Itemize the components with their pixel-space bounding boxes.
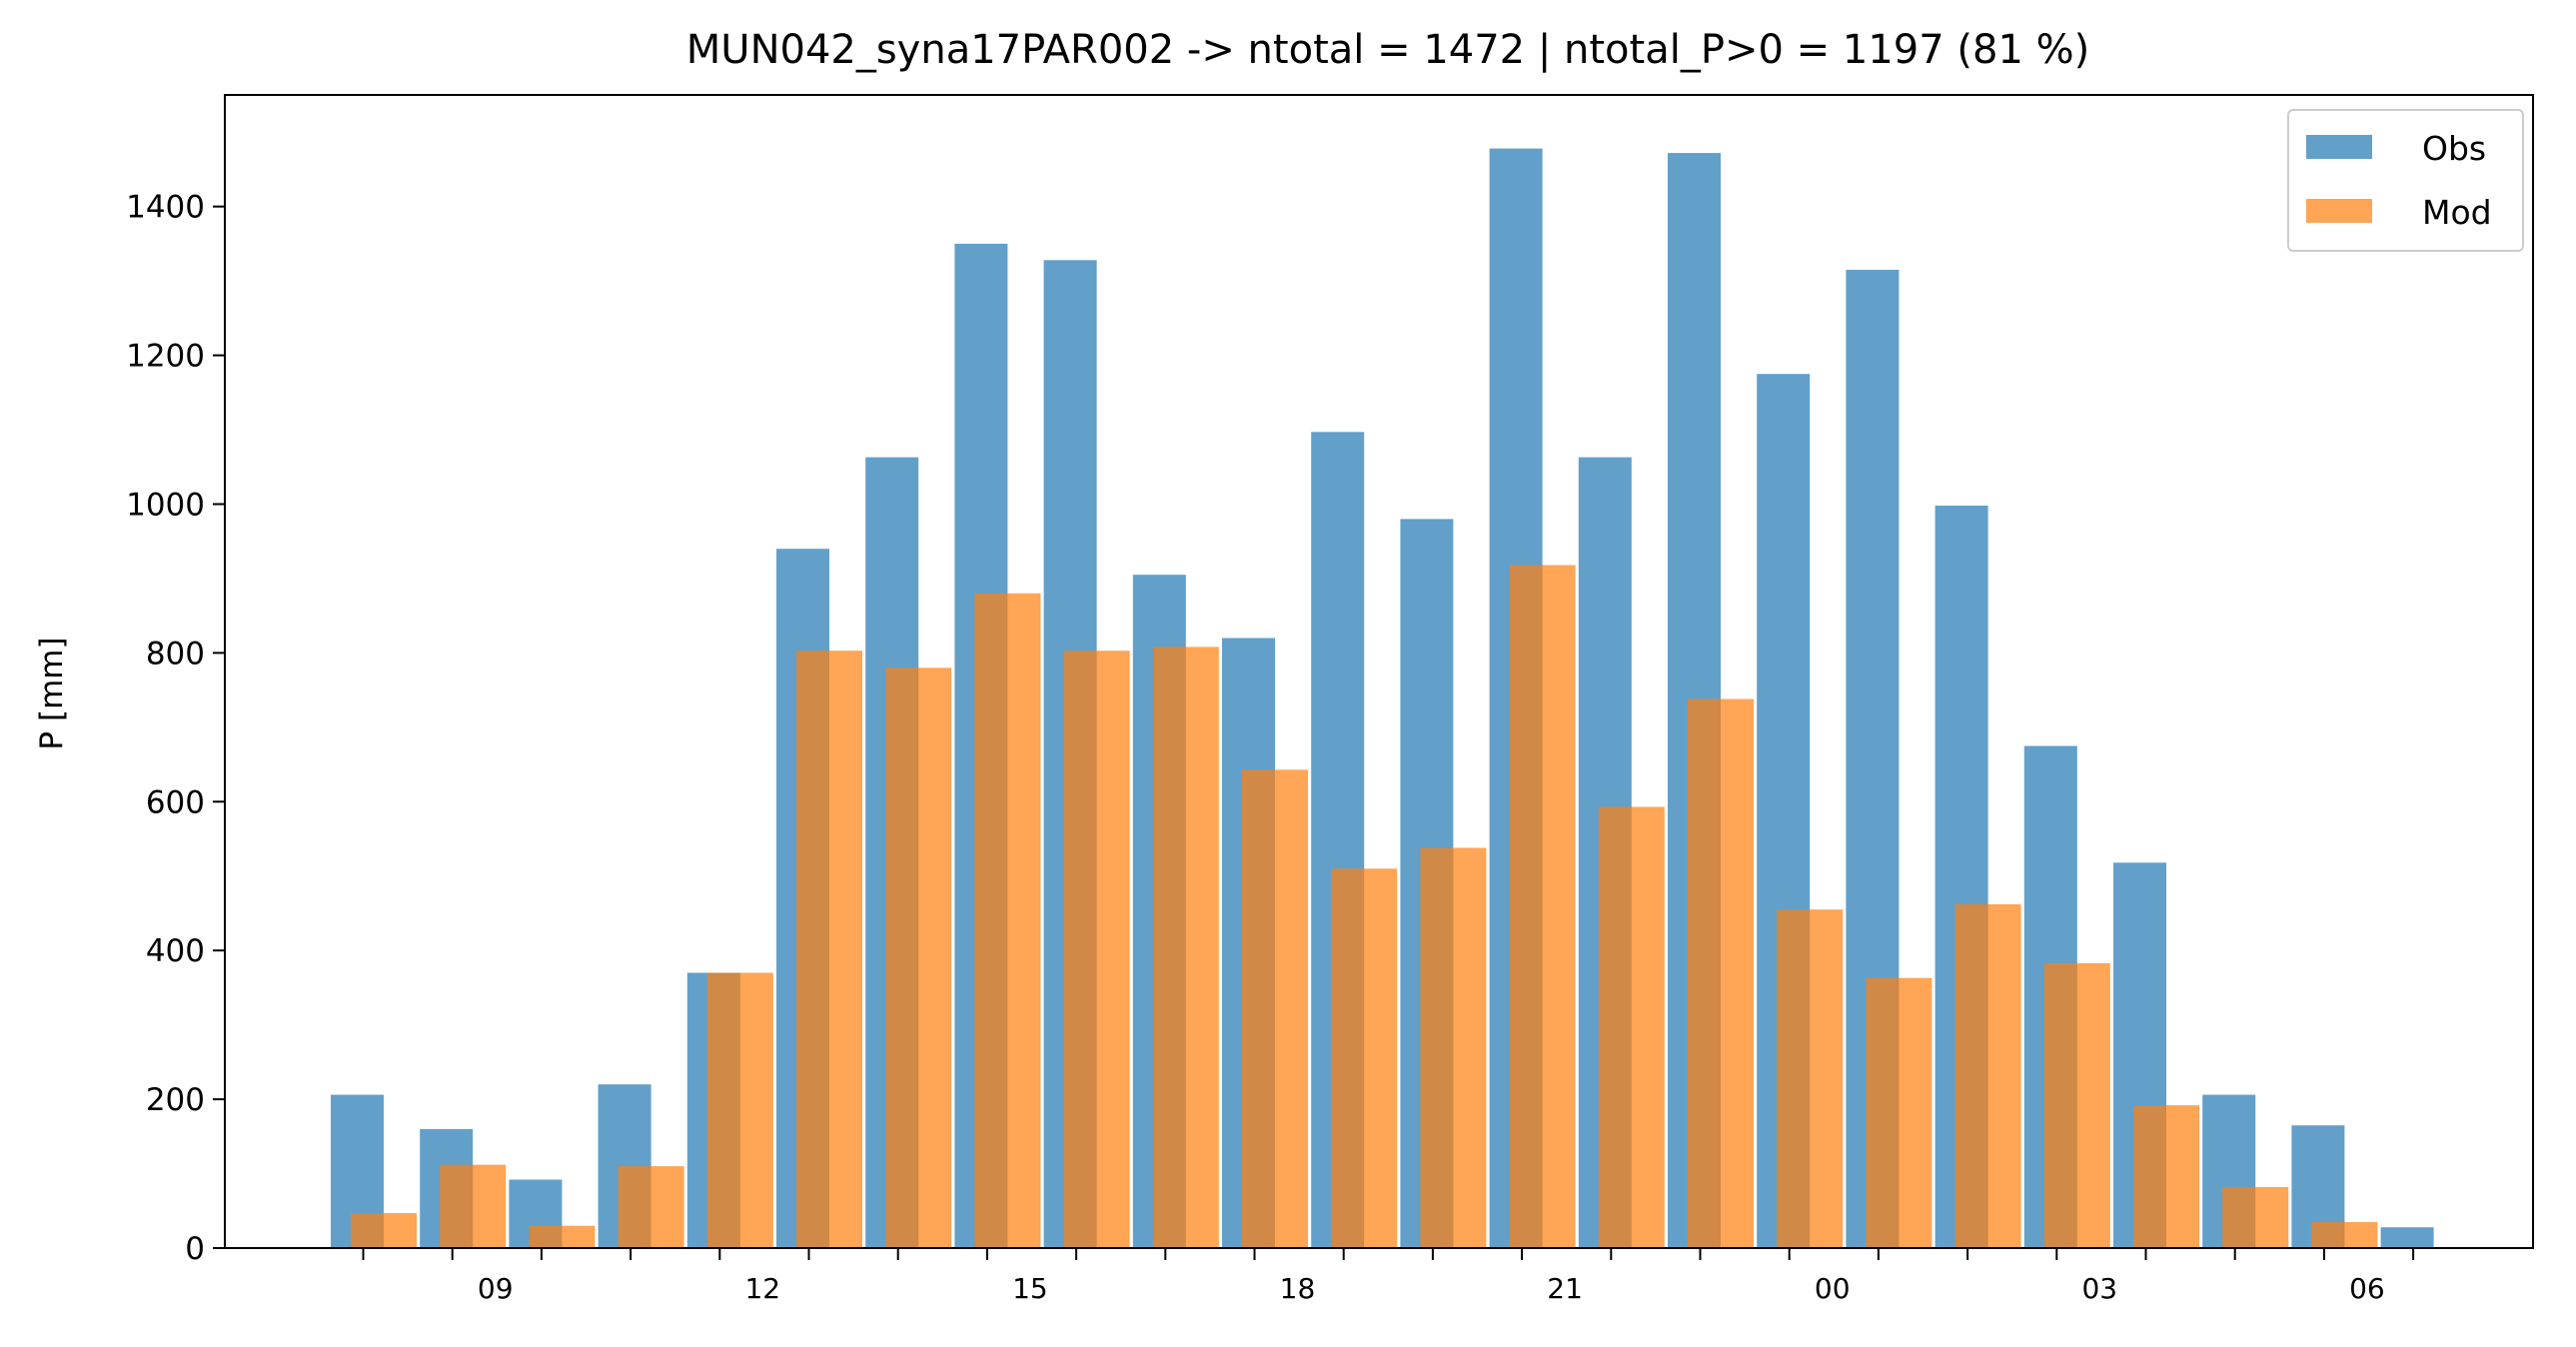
mod-bar-12 bbox=[706, 972, 773, 1248]
y-tick-label: 800 bbox=[146, 636, 205, 672]
legend-label-mod: Mod bbox=[2422, 193, 2492, 232]
x-tick-label: 09 bbox=[478, 1272, 514, 1305]
mod-bars bbox=[351, 565, 2378, 1248]
y-tick-label: 1400 bbox=[126, 190, 205, 226]
legend-swatch-mod bbox=[2306, 199, 2372, 223]
y-tick-label: 0 bbox=[185, 1231, 205, 1267]
mod-bar-05 bbox=[2222, 1186, 2289, 1248]
mod-bar-21 bbox=[1509, 565, 1576, 1248]
x-tick-label: 06 bbox=[2349, 1272, 2385, 1305]
mod-bar-16 bbox=[1063, 651, 1130, 1248]
mod-bar-03 bbox=[2043, 962, 2110, 1248]
mod-bar-15 bbox=[974, 593, 1041, 1248]
mod-bar-13 bbox=[796, 651, 862, 1248]
mod-bar-18 bbox=[1242, 769, 1308, 1248]
chart-title: MUN042_syna17PAR002 -> ntotal = 1472 | n… bbox=[686, 27, 2089, 73]
x-tick-label: 12 bbox=[744, 1272, 780, 1305]
y-tick-label: 1200 bbox=[126, 339, 205, 375]
mod-bar-02 bbox=[1954, 904, 2021, 1248]
mod-bar-22 bbox=[1598, 806, 1665, 1248]
mod-bar-19 bbox=[1331, 868, 1398, 1248]
mod-bar-11 bbox=[618, 1166, 684, 1248]
mod-bar-06 bbox=[2311, 1221, 2378, 1248]
mod-bar-01 bbox=[1866, 977, 1932, 1248]
y-axis-ticks: 0 200 400 600 800 1000 1200 1400 bbox=[126, 190, 225, 1267]
mod-bar-10 bbox=[529, 1225, 596, 1248]
legend-label-obs: Obs bbox=[2422, 129, 2486, 168]
legend: Obs Mod bbox=[2287, 109, 2524, 252]
obs-bar-07 bbox=[2380, 1227, 2434, 1248]
x-axis-ticks: 09 12 15 18 21 00 03 06 bbox=[362, 1248, 2415, 1305]
x-tick-label: 18 bbox=[1280, 1272, 1316, 1305]
y-tick-label: 200 bbox=[146, 1082, 205, 1118]
legend-swatch-obs bbox=[2306, 135, 2372, 159]
x-tick-label: 00 bbox=[1815, 1272, 1851, 1305]
mod-bar-04 bbox=[2133, 1105, 2199, 1248]
mod-bar-14 bbox=[885, 668, 952, 1248]
y-tick-label: 1000 bbox=[126, 487, 205, 523]
mod-bar-20 bbox=[1420, 847, 1487, 1248]
mod-bar-08 bbox=[351, 1213, 417, 1248]
x-tick-label: 03 bbox=[2081, 1272, 2117, 1305]
y-axis-label: P [mm] bbox=[34, 637, 70, 749]
mod-bar-09 bbox=[440, 1164, 507, 1248]
plot-area-frame bbox=[224, 94, 2534, 1249]
mod-bar-17 bbox=[1152, 647, 1219, 1248]
y-tick-label: 400 bbox=[146, 933, 205, 969]
mod-bar-00 bbox=[1777, 909, 1844, 1248]
y-tick-label: 600 bbox=[146, 784, 205, 820]
mod-bar-23 bbox=[1688, 698, 1754, 1248]
x-tick-label: 15 bbox=[1012, 1272, 1048, 1305]
x-tick-label: 21 bbox=[1547, 1272, 1583, 1305]
